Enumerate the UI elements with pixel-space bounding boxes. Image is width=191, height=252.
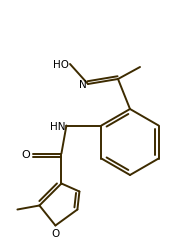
Text: HN: HN	[50, 121, 66, 131]
Text: N: N	[79, 80, 87, 90]
Text: HO: HO	[53, 60, 69, 70]
Text: O: O	[51, 229, 60, 239]
Text: O: O	[22, 149, 30, 159]
